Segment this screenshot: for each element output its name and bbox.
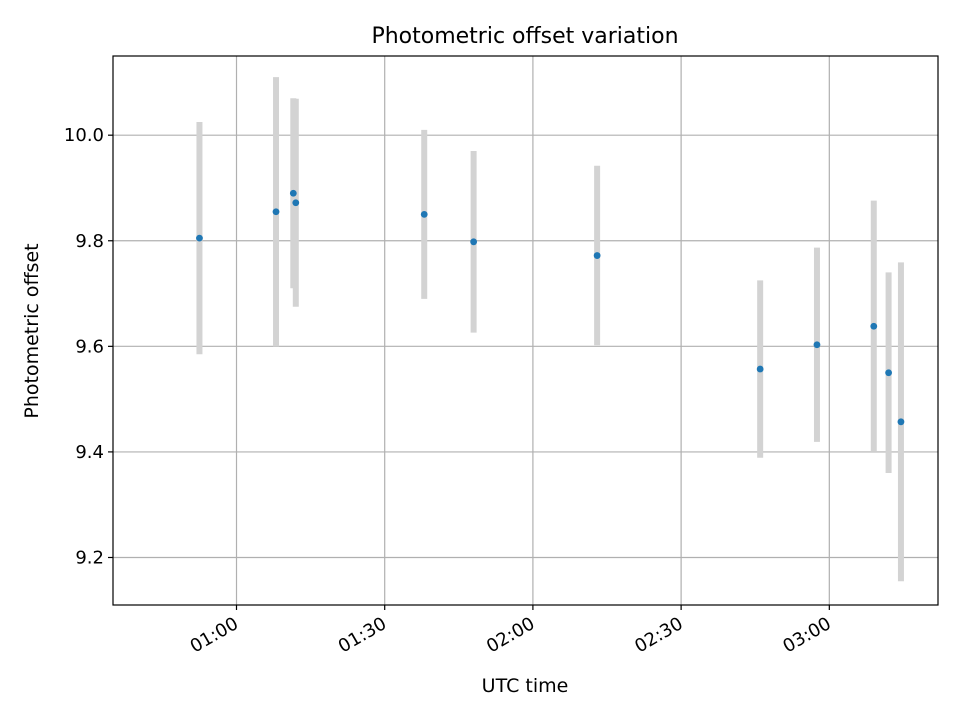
data-point: [593, 252, 601, 259]
y-axis-label: Photometric offset: [21, 243, 43, 418]
y-tick-label: 9.2: [75, 547, 104, 568]
y-tick-label: 10.0: [64, 125, 104, 146]
data-point: [420, 210, 428, 218]
data-points: [196, 189, 905, 426]
data-point: [272, 208, 280, 216]
chart-title: Photometric offset variation: [371, 24, 678, 49]
data-point: [470, 238, 478, 246]
data-point: [870, 322, 878, 330]
data-point: [292, 199, 300, 207]
x-axis-label: UTC time: [482, 675, 569, 697]
data-point: [885, 369, 892, 377]
y-tick-label: 9.6: [75, 336, 104, 357]
data-point: [756, 365, 764, 373]
grid-lines: [113, 56, 938, 605]
data-point: [196, 234, 203, 242]
y-tick-label: 9.4: [75, 442, 104, 463]
plot-frame: [112, 55, 939, 606]
data-point: [813, 341, 821, 349]
data-point: [897, 418, 905, 426]
y-tick-label: 9.8: [75, 231, 104, 252]
data-point: [289, 189, 297, 197]
